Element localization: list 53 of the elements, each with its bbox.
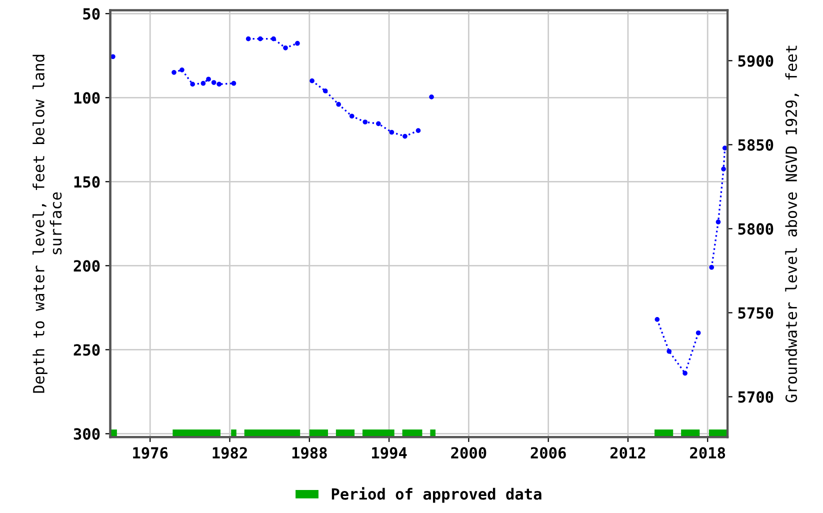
point	[416, 128, 421, 134]
point	[709, 264, 714, 270]
point	[376, 121, 381, 126]
point	[200, 80, 206, 86]
point	[172, 70, 176, 75]
x-tick-label: 1988	[292, 447, 327, 459]
x-tick-label: 2006	[530, 447, 566, 459]
point	[231, 80, 236, 86]
x-tick-label: 1976	[133, 447, 168, 459]
y2-tick-label: 5700	[738, 391, 774, 403]
point	[180, 67, 184, 72]
y-tick-label: 200	[74, 260, 100, 272]
point	[271, 36, 276, 42]
y2-tick-label: 5850	[738, 139, 774, 151]
point	[696, 330, 701, 336]
y2-tick-label: 5800	[738, 223, 774, 235]
y-axis-title: Depth to water level, feet below land surface	[32, 54, 62, 393]
point	[349, 114, 354, 119]
y-tick-label: 150	[74, 176, 100, 188]
point	[682, 370, 688, 376]
y-tick-label: 50	[83, 8, 100, 20]
y2-tick-label: 5900	[738, 55, 774, 67]
point	[716, 220, 721, 224]
point	[246, 36, 251, 42]
x-tick-label: 1994	[372, 447, 407, 459]
point	[211, 80, 216, 85]
point	[429, 94, 434, 100]
point	[322, 88, 328, 94]
point	[190, 82, 196, 87]
point	[310, 78, 314, 84]
point	[283, 45, 288, 50]
point	[402, 134, 408, 139]
point	[666, 348, 672, 354]
legend-label: Period of approved data	[332, 487, 542, 503]
point	[654, 317, 660, 322]
x-tick-label: 2018	[690, 447, 726, 459]
point	[721, 166, 726, 172]
y-tick-label: 300	[74, 428, 100, 440]
y2-tick-label: 5750	[738, 307, 774, 319]
point	[389, 130, 394, 135]
point	[206, 76, 211, 82]
y2-axis-title: Groundwater level above NGVD 1929, feet	[785, 46, 799, 402]
point	[295, 40, 300, 46]
point	[110, 54, 116, 60]
x-tick-label: 1982	[212, 447, 247, 459]
y-tick-label: 250	[74, 344, 100, 356]
point	[362, 120, 368, 124]
point	[336, 102, 342, 107]
point	[258, 36, 263, 42]
x-tick-label: 2000	[451, 447, 486, 459]
y-tick-label: 100	[74, 92, 100, 104]
x-tick-label: 2012	[610, 447, 646, 459]
point	[216, 82, 222, 87]
